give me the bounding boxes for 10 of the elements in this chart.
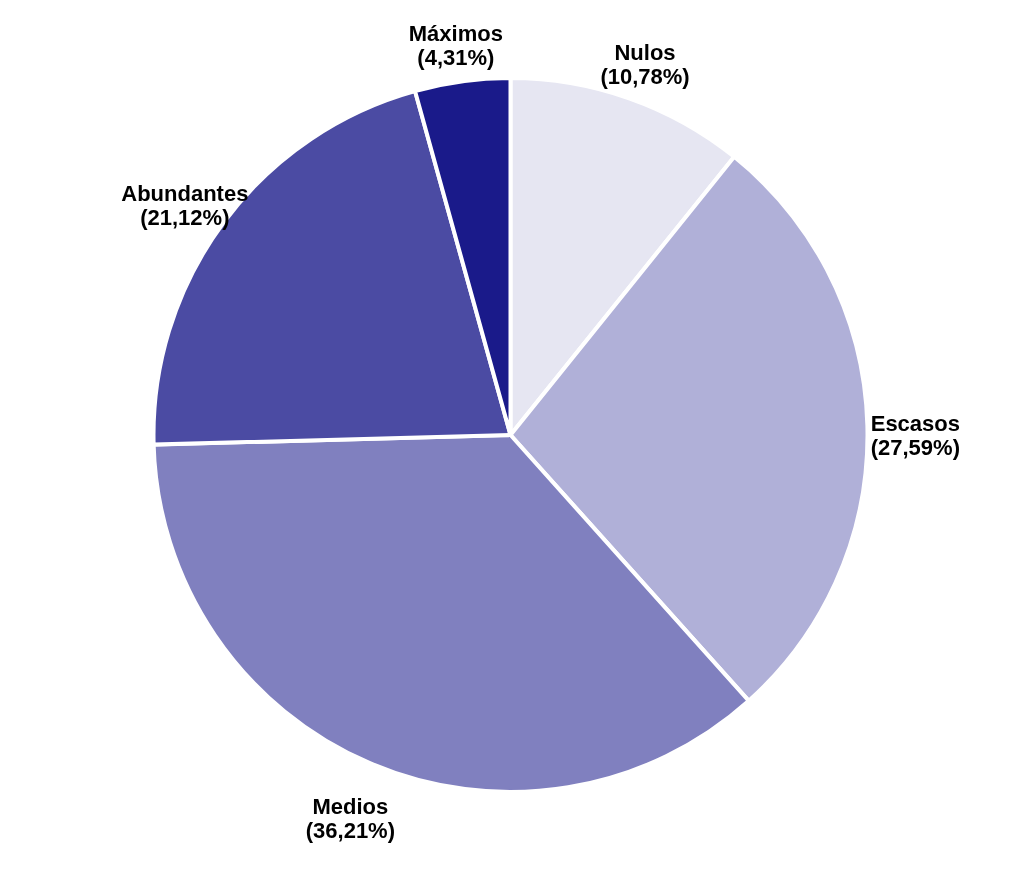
slice-label: Escasos [870,411,960,437]
data-label: (21,12%) [140,205,230,231]
slice-label: Abundantes [121,181,249,207]
slice-label: Medios [312,794,389,819]
data-label: (4,31%) [417,44,495,70]
slice-label: Nulos [614,40,676,65]
slice-label: Máximos [408,20,503,46]
data-label: (36,21%) [305,818,396,843]
data-label: (27,59%) [870,435,960,461]
data-label: (10,78%) [600,64,690,89]
